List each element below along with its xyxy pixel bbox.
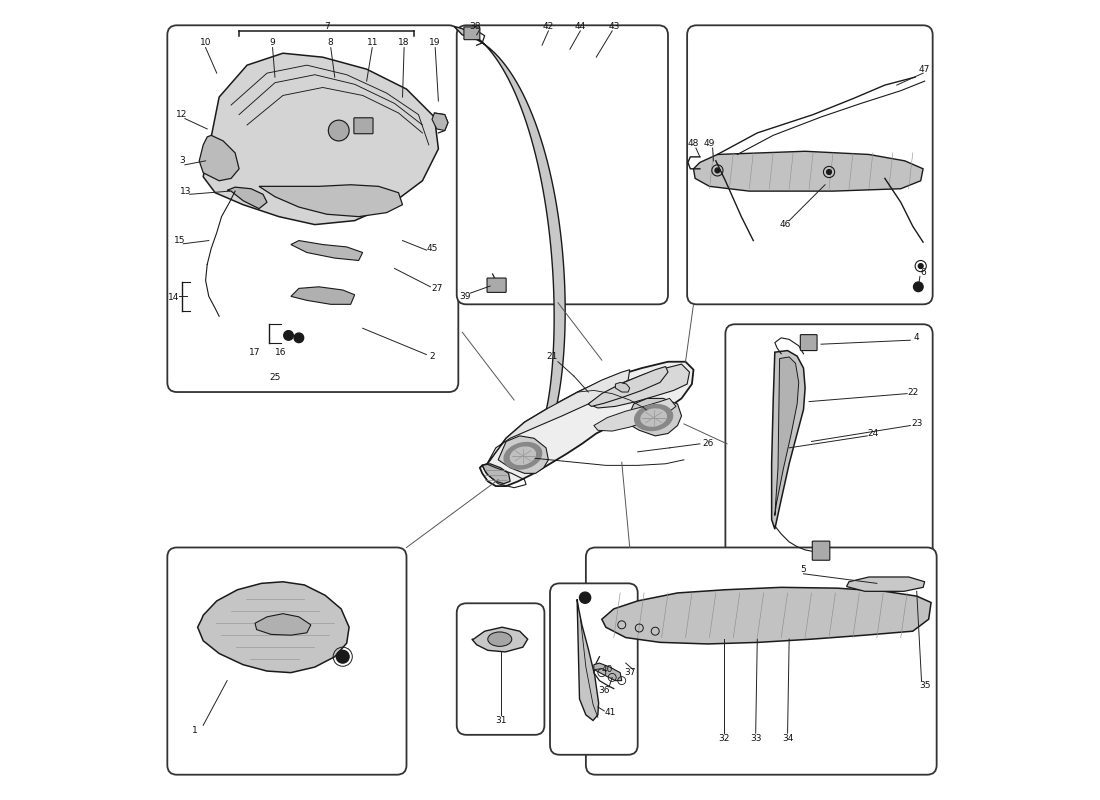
Text: 8: 8 — [327, 38, 333, 47]
Polygon shape — [626, 398, 682, 436]
Text: 11: 11 — [366, 38, 378, 47]
Polygon shape — [199, 135, 239, 181]
Text: 40: 40 — [602, 665, 613, 674]
FancyBboxPatch shape — [550, 583, 638, 754]
Polygon shape — [227, 187, 267, 209]
FancyBboxPatch shape — [688, 26, 933, 304]
FancyBboxPatch shape — [464, 27, 480, 40]
Polygon shape — [454, 26, 565, 415]
Text: 46: 46 — [780, 220, 791, 229]
Text: 39: 39 — [459, 292, 471, 301]
FancyBboxPatch shape — [812, 541, 829, 560]
Text: 47: 47 — [918, 65, 931, 74]
FancyBboxPatch shape — [586, 547, 937, 774]
FancyBboxPatch shape — [456, 603, 544, 735]
Circle shape — [913, 282, 923, 291]
Polygon shape — [602, 587, 931, 644]
Polygon shape — [774, 357, 799, 515]
Text: 41: 41 — [604, 708, 616, 717]
Polygon shape — [693, 151, 923, 191]
Polygon shape — [578, 599, 598, 721]
Text: 32: 32 — [718, 734, 729, 743]
Text: 38: 38 — [470, 22, 481, 31]
Text: 15: 15 — [174, 236, 185, 245]
Polygon shape — [472, 627, 528, 652]
FancyBboxPatch shape — [167, 547, 407, 774]
Text: 2: 2 — [429, 352, 434, 361]
Polygon shape — [588, 366, 668, 406]
Circle shape — [715, 168, 719, 173]
Polygon shape — [847, 577, 925, 591]
Text: 27: 27 — [431, 284, 442, 293]
Text: 17: 17 — [250, 348, 261, 357]
Text: 23: 23 — [911, 419, 923, 429]
Polygon shape — [486, 370, 629, 466]
Text: 34: 34 — [782, 734, 793, 743]
Ellipse shape — [504, 442, 541, 469]
Text: 42: 42 — [542, 22, 554, 31]
Polygon shape — [290, 286, 354, 304]
Polygon shape — [198, 582, 349, 673]
Text: 26: 26 — [702, 439, 714, 448]
Circle shape — [337, 650, 349, 663]
FancyBboxPatch shape — [354, 118, 373, 134]
Circle shape — [826, 170, 832, 174]
Circle shape — [294, 333, 304, 342]
Text: 3: 3 — [179, 156, 185, 166]
Polygon shape — [594, 398, 676, 431]
Text: 16: 16 — [275, 348, 286, 357]
Text: 7: 7 — [323, 22, 330, 31]
Text: 43: 43 — [608, 22, 619, 31]
Polygon shape — [498, 436, 549, 474]
Text: 13: 13 — [180, 186, 191, 196]
Text: 31: 31 — [495, 716, 506, 725]
Circle shape — [329, 120, 349, 141]
FancyBboxPatch shape — [167, 26, 459, 392]
Polygon shape — [771, 350, 805, 529]
FancyBboxPatch shape — [456, 26, 668, 304]
Text: 49: 49 — [704, 138, 715, 148]
FancyBboxPatch shape — [487, 278, 506, 292]
Text: 36: 36 — [598, 686, 611, 695]
Text: 19: 19 — [429, 38, 441, 47]
Polygon shape — [594, 663, 621, 681]
Text: 6: 6 — [921, 268, 926, 277]
Text: 44: 44 — [574, 22, 586, 31]
Text: 14: 14 — [168, 294, 179, 302]
Polygon shape — [482, 464, 510, 484]
Text: 37: 37 — [624, 668, 636, 677]
Polygon shape — [255, 614, 311, 635]
Text: 25: 25 — [270, 373, 280, 382]
Text: 9: 9 — [270, 38, 275, 47]
Circle shape — [284, 330, 294, 340]
Text: 1: 1 — [192, 726, 198, 735]
FancyBboxPatch shape — [801, 334, 817, 350]
Text: 21: 21 — [546, 352, 558, 361]
Polygon shape — [290, 241, 363, 261]
Polygon shape — [480, 362, 693, 486]
Text: 45: 45 — [427, 244, 438, 253]
FancyBboxPatch shape — [725, 324, 933, 563]
Circle shape — [918, 264, 923, 269]
Text: 5: 5 — [801, 565, 806, 574]
Polygon shape — [432, 113, 448, 130]
Text: 12: 12 — [176, 110, 187, 119]
Text: 18: 18 — [398, 38, 410, 47]
Text: 48: 48 — [688, 138, 700, 148]
Ellipse shape — [487, 632, 512, 646]
Ellipse shape — [510, 447, 536, 465]
Polygon shape — [258, 185, 403, 217]
Text: 35: 35 — [918, 681, 931, 690]
Polygon shape — [204, 54, 439, 225]
Polygon shape — [588, 364, 690, 408]
Circle shape — [580, 592, 591, 603]
Text: 10: 10 — [200, 38, 211, 47]
Polygon shape — [615, 382, 629, 392]
Ellipse shape — [641, 409, 667, 426]
Text: 4: 4 — [914, 334, 920, 342]
Text: 24: 24 — [867, 429, 879, 438]
Ellipse shape — [635, 405, 672, 430]
Text: 33: 33 — [750, 734, 761, 743]
Text: 22: 22 — [908, 387, 918, 397]
